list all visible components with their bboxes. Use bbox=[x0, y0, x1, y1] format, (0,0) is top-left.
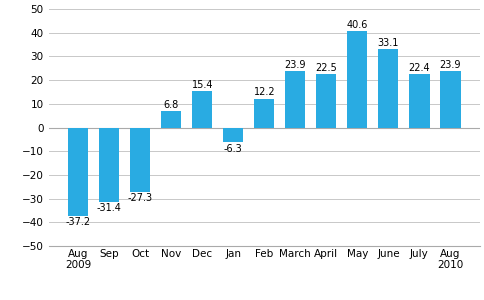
Text: -37.2: -37.2 bbox=[65, 217, 91, 227]
Text: 12.2: 12.2 bbox=[253, 87, 274, 98]
Text: -31.4: -31.4 bbox=[97, 203, 121, 213]
Text: -27.3: -27.3 bbox=[127, 194, 152, 203]
Bar bbox=[408, 74, 429, 128]
Bar bbox=[316, 74, 336, 128]
Text: 33.1: 33.1 bbox=[377, 38, 398, 48]
Bar bbox=[130, 128, 150, 192]
Bar bbox=[223, 128, 243, 142]
Bar bbox=[161, 111, 181, 128]
Bar bbox=[99, 128, 119, 202]
Text: 23.9: 23.9 bbox=[284, 60, 305, 70]
Bar bbox=[285, 71, 305, 128]
Bar bbox=[347, 31, 367, 128]
Bar bbox=[192, 91, 212, 128]
Bar bbox=[439, 71, 460, 128]
Bar bbox=[378, 49, 398, 128]
Text: -6.3: -6.3 bbox=[224, 144, 242, 154]
Bar bbox=[254, 99, 274, 128]
Text: 23.9: 23.9 bbox=[439, 60, 460, 70]
Text: 6.8: 6.8 bbox=[163, 100, 179, 110]
Text: 22.4: 22.4 bbox=[408, 63, 429, 73]
Text: 40.6: 40.6 bbox=[346, 20, 367, 30]
Bar bbox=[68, 128, 88, 216]
Text: 22.5: 22.5 bbox=[315, 63, 336, 73]
Text: 15.4: 15.4 bbox=[191, 80, 212, 90]
